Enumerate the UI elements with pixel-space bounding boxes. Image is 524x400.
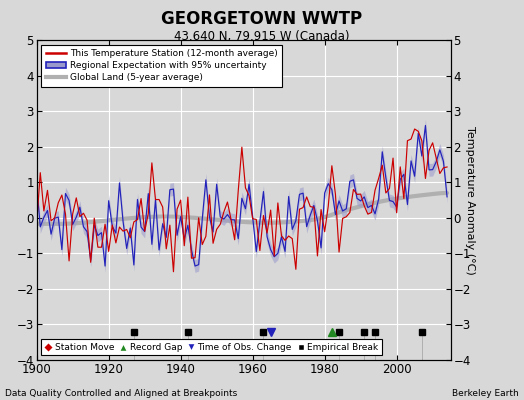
Y-axis label: Temperature Anomaly (°C): Temperature Anomaly (°C) (465, 126, 475, 274)
Text: GEORGETOWN WWTP: GEORGETOWN WWTP (161, 10, 363, 28)
Legend: Station Move, Record Gap, Time of Obs. Change, Empirical Break: Station Move, Record Gap, Time of Obs. C… (41, 339, 382, 356)
Text: 43.640 N, 79.915 W (Canada): 43.640 N, 79.915 W (Canada) (174, 30, 350, 43)
Text: Berkeley Earth: Berkeley Earth (452, 389, 519, 398)
Text: Data Quality Controlled and Aligned at Breakpoints: Data Quality Controlled and Aligned at B… (5, 389, 237, 398)
